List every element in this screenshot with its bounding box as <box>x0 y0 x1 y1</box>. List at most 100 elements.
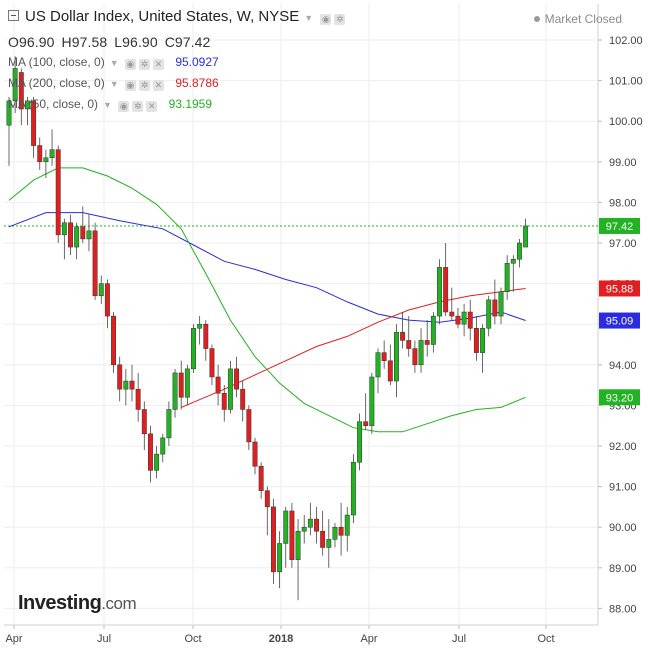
candle[interactable] <box>295 519 301 601</box>
candle[interactable] <box>98 275 104 304</box>
candle[interactable] <box>160 433 166 463</box>
candle[interactable] <box>172 368 178 418</box>
candle[interactable] <box>375 348 381 394</box>
candle[interactable] <box>227 360 233 414</box>
candle[interactable] <box>104 279 110 329</box>
candle[interactable] <box>400 312 406 349</box>
candle[interactable] <box>344 506 350 552</box>
candle[interactable] <box>129 364 135 402</box>
candle[interactable] <box>209 344 215 386</box>
candle[interactable] <box>277 531 283 589</box>
candle[interactable] <box>92 222 98 300</box>
eye-icon[interactable]: ◉ <box>124 80 136 91</box>
candle[interactable] <box>430 312 436 353</box>
chevron-down-icon[interactable]: ▼ <box>109 58 119 68</box>
candle[interactable] <box>61 218 67 260</box>
eye-icon[interactable]: ◉ <box>118 101 130 112</box>
close-icon[interactable]: ✕ <box>146 101 158 112</box>
candle[interactable] <box>25 96 30 126</box>
candle[interactable] <box>387 344 393 386</box>
candle[interactable] <box>437 259 442 325</box>
candle[interactable] <box>117 356 123 402</box>
candle[interactable] <box>418 328 424 373</box>
candle[interactable] <box>381 340 387 369</box>
gear-icon[interactable]: ✲ <box>138 59 150 70</box>
candle[interactable] <box>123 368 129 406</box>
candle[interactable] <box>332 523 338 548</box>
candle[interactable] <box>141 401 147 451</box>
candle[interactable] <box>234 356 240 398</box>
candle[interactable] <box>31 96 37 158</box>
candle[interactable] <box>55 145 61 243</box>
candle[interactable] <box>252 437 258 475</box>
gear-icon[interactable]: ✲ <box>138 80 150 91</box>
candle[interactable] <box>510 255 516 292</box>
eye-icon[interactable]: ◉ <box>320 14 332 25</box>
candle[interactable] <box>369 372 375 434</box>
candle[interactable] <box>74 222 80 260</box>
candle[interactable] <box>80 206 86 243</box>
candle[interactable] <box>394 324 399 398</box>
candle[interactable] <box>221 385 227 422</box>
candle[interactable] <box>486 295 492 337</box>
candle[interactable] <box>289 502 295 568</box>
candle[interactable] <box>326 519 332 568</box>
candle[interactable] <box>6 96 12 166</box>
candle[interactable] <box>461 303 467 337</box>
candle[interactable] <box>320 510 326 556</box>
collapse-icon[interactable] <box>8 10 19 21</box>
candle[interactable] <box>283 506 289 568</box>
candle[interactable] <box>68 214 73 256</box>
candle[interactable] <box>455 307 461 329</box>
gear-icon[interactable]: ✲ <box>132 101 144 112</box>
candle[interactable] <box>12 56 18 114</box>
candle[interactable] <box>154 446 160 479</box>
candle[interactable] <box>314 506 319 544</box>
candle[interactable] <box>203 320 209 361</box>
candle[interactable] <box>301 515 307 544</box>
candle[interactable] <box>523 218 529 248</box>
eye-icon[interactable]: ◉ <box>124 59 136 70</box>
candle[interactable] <box>258 462 264 499</box>
candle[interactable] <box>271 498 276 585</box>
candle[interactable] <box>166 401 172 446</box>
candle[interactable] <box>215 364 221 406</box>
candle[interactable] <box>184 364 190 406</box>
candle[interactable] <box>49 129 55 166</box>
candle[interactable] <box>363 393 369 430</box>
candle[interactable] <box>498 287 504 325</box>
candle[interactable] <box>148 425 153 483</box>
candle[interactable] <box>111 312 116 373</box>
candle[interactable] <box>406 316 412 357</box>
gear-icon[interactable]: ✲ <box>334 14 346 25</box>
candle[interactable] <box>178 360 184 410</box>
close-icon[interactable]: ✕ <box>152 80 164 91</box>
candle[interactable] <box>412 340 418 373</box>
candle[interactable] <box>86 214 92 252</box>
candle[interactable] <box>43 149 49 179</box>
candle[interactable] <box>480 324 486 373</box>
candle[interactable] <box>504 255 510 300</box>
candle[interactable] <box>350 454 356 524</box>
candle[interactable] <box>338 502 344 556</box>
candle[interactable] <box>264 486 270 536</box>
candle[interactable] <box>37 137 43 170</box>
candle[interactable] <box>18 68 24 126</box>
candle[interactable] <box>240 381 246 422</box>
candle[interactable] <box>307 502 313 536</box>
candle[interactable] <box>424 320 430 357</box>
chevron-down-icon[interactable]: ▼ <box>109 79 119 89</box>
candle[interactable] <box>443 243 449 317</box>
candle[interactable] <box>473 316 479 361</box>
candle[interactable] <box>191 324 196 373</box>
candle[interactable] <box>517 238 522 268</box>
candle[interactable] <box>492 279 498 325</box>
close-icon[interactable]: ✕ <box>152 59 164 70</box>
candle[interactable] <box>197 316 203 345</box>
chevron-down-icon[interactable]: ▼ <box>304 13 314 23</box>
chevron-down-icon[interactable]: ▼ <box>103 100 112 110</box>
candle[interactable] <box>246 405 252 451</box>
candle[interactable] <box>135 372 141 422</box>
candle[interactable] <box>357 413 363 471</box>
